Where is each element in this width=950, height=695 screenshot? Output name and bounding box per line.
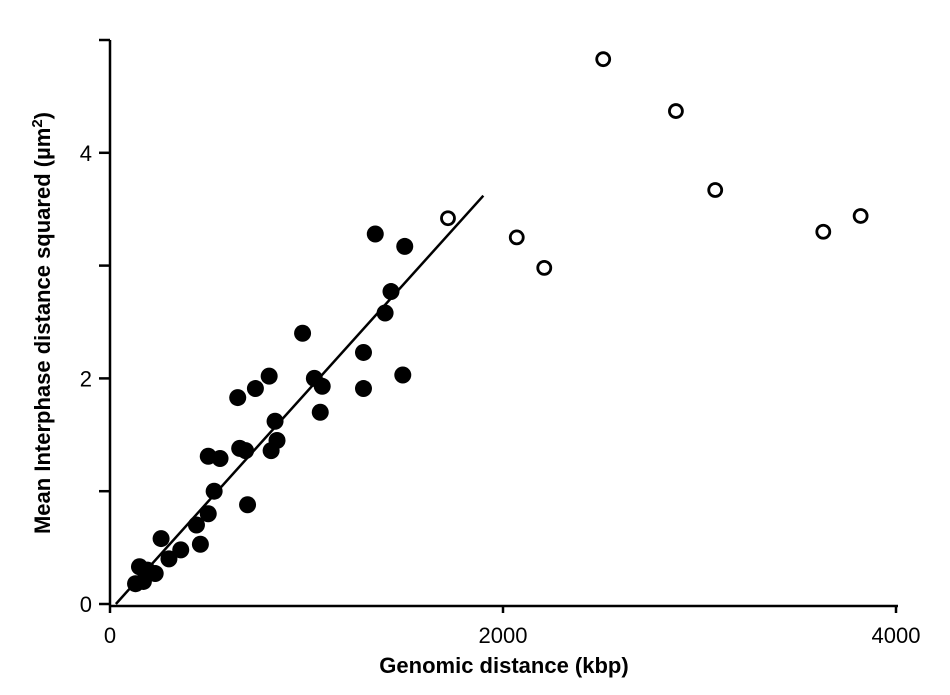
y-tick-label: 4 — [80, 141, 92, 166]
filled-data-point — [354, 343, 372, 361]
filled-data-point — [229, 389, 247, 407]
open-data-point — [852, 208, 869, 224]
filled-data-point — [237, 442, 255, 460]
filled-data-point — [294, 324, 312, 342]
filled-data-point — [266, 412, 284, 430]
y-axis-label-close: ) — [30, 112, 55, 119]
y-axis-label: Mean Interphase distance squared (µm2) — [29, 112, 55, 534]
y-axis-label-main: Mean Interphase distance squared (µm — [30, 128, 55, 534]
filled-data-point — [205, 482, 223, 500]
filled-data-point — [394, 366, 412, 384]
open-data-point — [668, 103, 684, 119]
y-ticks: 0 2 4 — [80, 38, 110, 617]
y-axis-label-sup: 2 — [29, 119, 46, 127]
filled-data-point — [191, 535, 209, 553]
filled-data-point — [354, 380, 372, 398]
filled-data-point — [396, 237, 414, 255]
filled-data-point — [239, 496, 257, 514]
open-data-point — [595, 51, 612, 68]
filled-data-point — [187, 516, 205, 534]
filled-data-point — [268, 431, 286, 449]
open-data-point — [508, 229, 525, 246]
filled-data-point — [376, 304, 394, 322]
filled-data-point — [199, 505, 217, 523]
open-data-point — [707, 182, 724, 198]
data-points — [127, 51, 869, 593]
filled-data-point — [313, 377, 331, 395]
filled-data-point — [146, 565, 164, 583]
y-tick-label: 2 — [80, 366, 92, 391]
filled-data-point — [382, 283, 400, 301]
fit-line-group — [114, 194, 485, 605]
x-ticks: 0 2000 4000 — [104, 606, 921, 648]
filled-data-point — [246, 380, 264, 398]
filled-data-point — [160, 550, 178, 568]
y-tick-label: 0 — [80, 592, 92, 617]
axes — [108, 40, 898, 608]
open-data-point — [536, 259, 553, 276]
filled-data-point — [311, 403, 329, 421]
filled-data-point — [211, 449, 229, 467]
open-data-point — [815, 223, 832, 240]
filled-data-point — [260, 367, 278, 385]
x-tick-label: 0 — [104, 623, 116, 648]
x-axis-label: Genomic distance (kbp) — [379, 653, 628, 678]
filled-data-point — [152, 530, 170, 548]
open-data-point — [440, 210, 456, 227]
filled-data-point — [172, 541, 190, 559]
filled-data-point — [366, 225, 384, 243]
x-tick-label: 4000 — [872, 623, 921, 648]
fit-line — [114, 194, 485, 605]
x-tick-label: 2000 — [479, 623, 528, 648]
